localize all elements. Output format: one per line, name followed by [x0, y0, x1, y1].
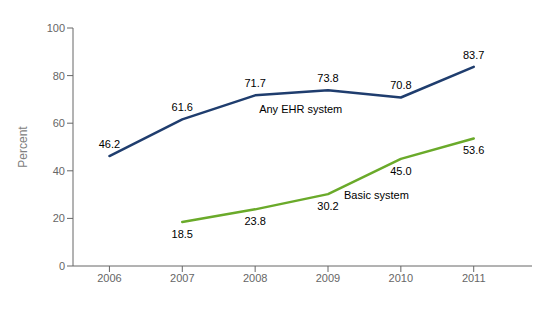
svg-text:30.2: 30.2 — [317, 200, 338, 212]
svg-text:61.6: 61.6 — [172, 101, 193, 113]
svg-text:2009: 2009 — [316, 272, 340, 284]
svg-text:2006: 2006 — [97, 272, 121, 284]
svg-text:45.0: 45.0 — [390, 165, 411, 177]
svg-text:0: 0 — [59, 260, 65, 272]
svg-text:2007: 2007 — [170, 272, 194, 284]
svg-text:70.8: 70.8 — [390, 79, 411, 91]
svg-text:Basic system: Basic system — [344, 189, 409, 201]
svg-text:46.2: 46.2 — [99, 138, 120, 150]
svg-text:71.7: 71.7 — [244, 77, 265, 89]
svg-text:23.8: 23.8 — [244, 215, 265, 227]
svg-text:Any EHR system: Any EHR system — [259, 103, 342, 115]
svg-text:53.6: 53.6 — [463, 144, 484, 156]
svg-text:18.5: 18.5 — [172, 228, 193, 240]
svg-text:2008: 2008 — [243, 272, 267, 284]
svg-text:80: 80 — [53, 70, 65, 82]
svg-text:83.7: 83.7 — [463, 49, 484, 61]
svg-text:60: 60 — [53, 117, 65, 129]
svg-text:Percent: Percent — [16, 126, 30, 168]
svg-text:73.8: 73.8 — [317, 72, 338, 84]
svg-text:2011: 2011 — [462, 272, 486, 284]
svg-text:2010: 2010 — [389, 272, 413, 284]
svg-text:20: 20 — [53, 212, 65, 224]
svg-text:40: 40 — [53, 165, 65, 177]
svg-text:100: 100 — [47, 22, 65, 34]
